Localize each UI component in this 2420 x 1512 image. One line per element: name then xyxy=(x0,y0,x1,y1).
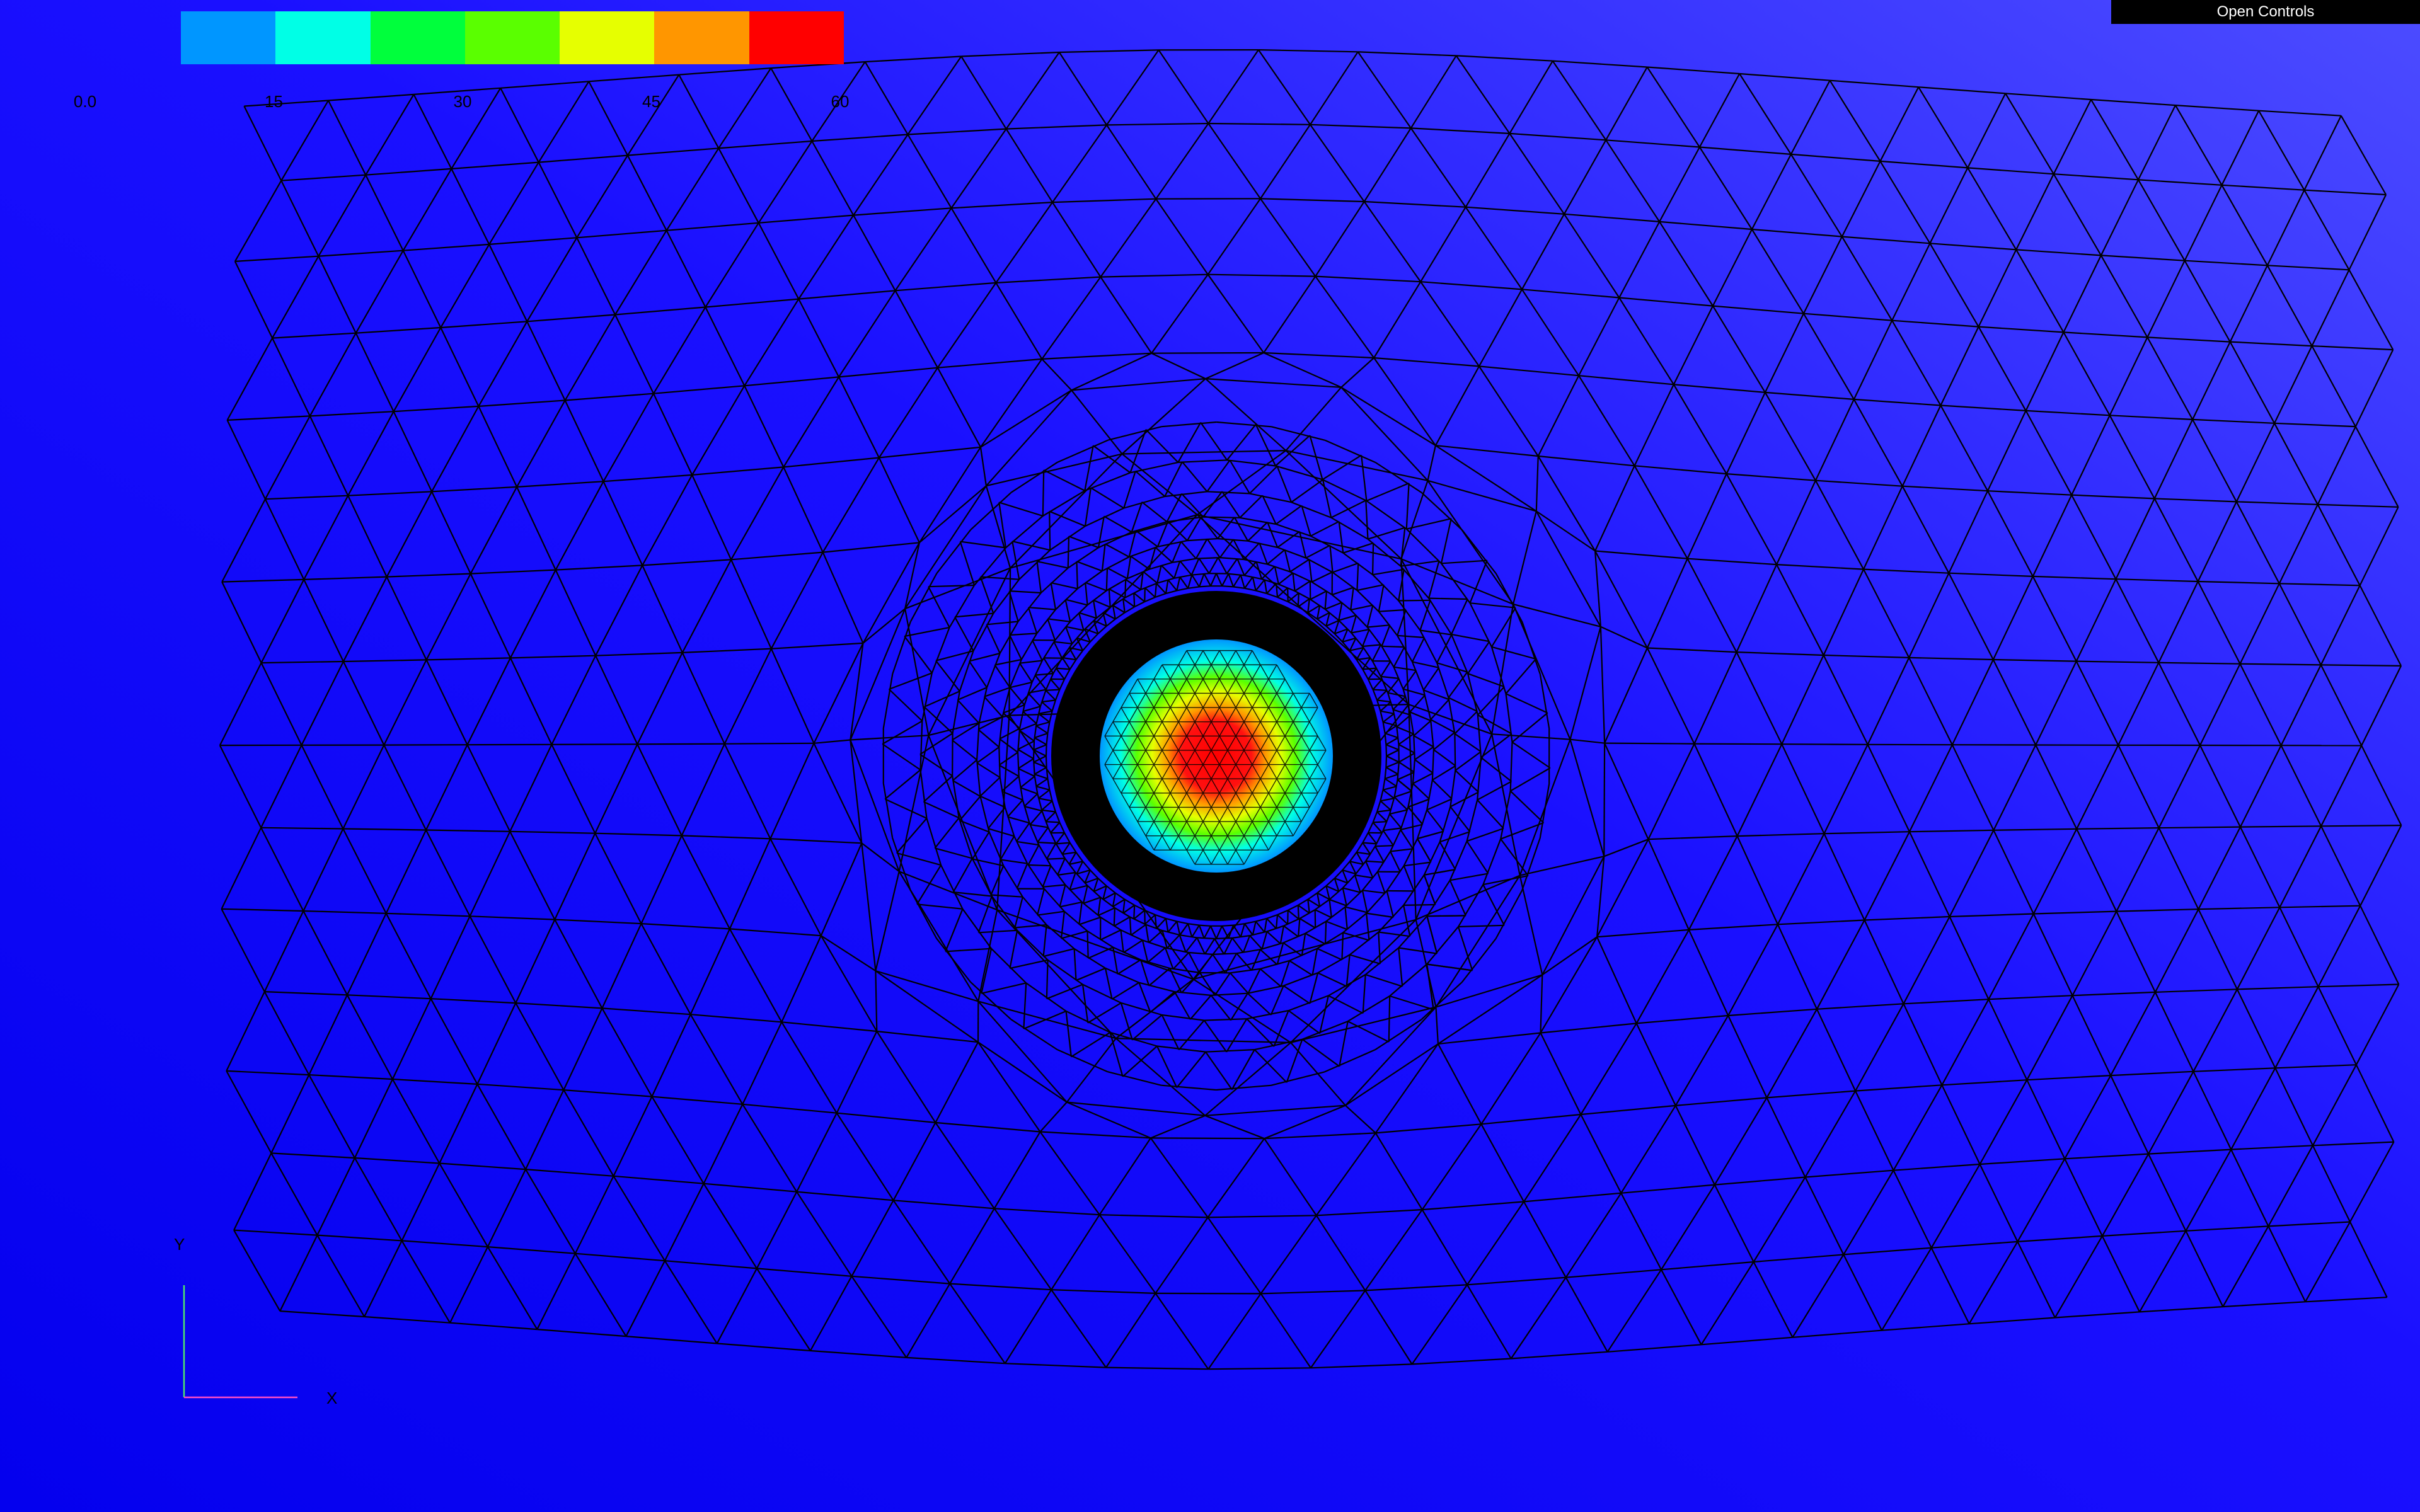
open-controls-button[interactable]: Open Controls xyxy=(2111,0,2420,24)
colorbar-swatch xyxy=(654,11,749,64)
hotspot-mesh xyxy=(1104,650,1327,865)
colorbar-tick-label: 30 xyxy=(453,92,472,111)
x-axis-label: X xyxy=(326,1389,338,1407)
colorbar-tick-label: 15 xyxy=(265,92,283,111)
colorbar-swatch xyxy=(560,11,655,64)
colorbar-swatch xyxy=(181,11,276,64)
colorbar-swatch xyxy=(370,11,465,64)
colorbar xyxy=(181,11,844,64)
mesh-wireframe xyxy=(219,49,2402,1370)
colorbar-swatch xyxy=(275,11,371,64)
axes-triad xyxy=(183,1285,297,1399)
colorbar-tick-label: 60 xyxy=(831,92,850,111)
colorbar-swatch xyxy=(749,11,844,64)
y-axis-label: Y xyxy=(174,1235,185,1254)
colorbar-swatch xyxy=(464,11,560,64)
colorbar-tick-label: 0.0 xyxy=(73,92,97,111)
colorbar-tick-label: 45 xyxy=(642,92,660,111)
